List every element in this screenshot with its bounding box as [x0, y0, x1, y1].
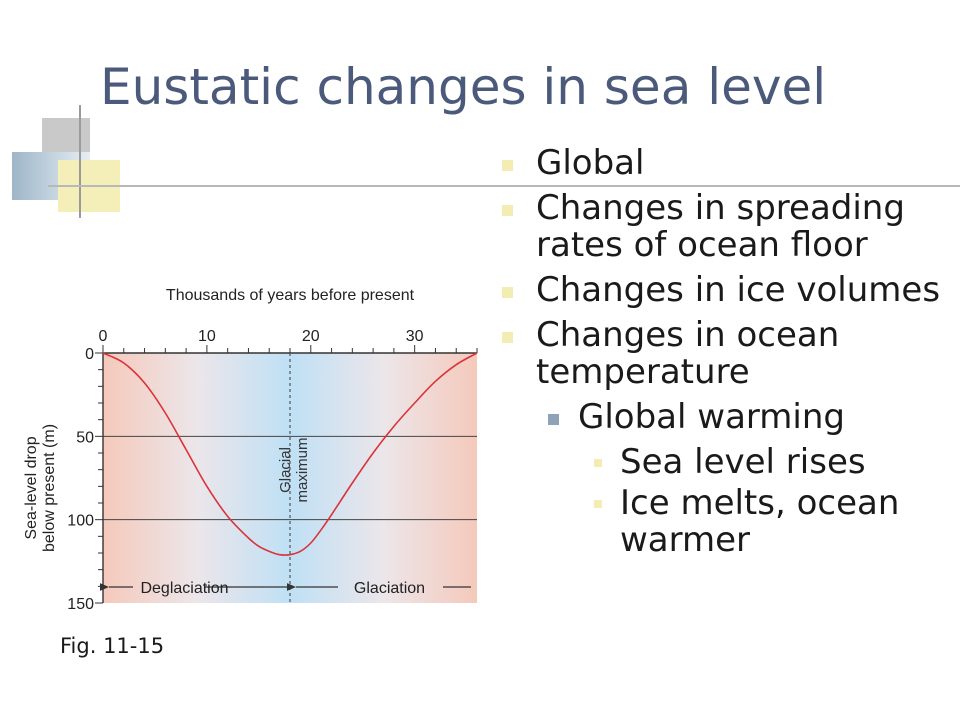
bullet-global-warming: Global warming — [498, 399, 958, 436]
y-tick-label-150: 150 — [67, 596, 94, 613]
bullet-global: Global — [498, 145, 958, 182]
x-tick-label-0: 0 — [99, 328, 108, 345]
glaciation-label: Glaciation — [354, 580, 425, 597]
plot-background — [103, 353, 477, 603]
x-tick-label-10: 10 — [198, 328, 216, 345]
bullet-sea-level-rises: Sea level rises — [498, 444, 958, 481]
bullet-ice-volumes: Changes in ice volumes — [498, 272, 958, 309]
bullet-ocean-temperature: Changes in ocean temperature — [498, 317, 958, 391]
sea-level-curve — [102, 352, 478, 556]
figure-caption: Fig. 11-15 — [60, 634, 165, 658]
title-underline — [48, 185, 960, 187]
bullet-spreading-rates: Changes in spreading rates of ocean floo… — [498, 190, 958, 264]
y-axis-label-line: below present (m) — [41, 424, 58, 552]
grid-lines — [103, 435, 477, 521]
chart-title: Thousands of years before present — [166, 287, 415, 304]
decor-vertical-line — [79, 105, 81, 218]
glacial-maximum-label: Glacialmaximum — [277, 437, 311, 502]
y-tick-label-0: 0 — [85, 346, 94, 363]
bullet-ice-melts: Ice melts, ocean warmer — [498, 485, 958, 559]
y-axis-label: Sea-level dropbelow present (m) — [23, 424, 58, 552]
tick-marks — [95, 345, 478, 604]
bullet-list: Global Changes in spreading rates of oce… — [498, 145, 958, 563]
y-tick-label-100: 100 — [67, 513, 94, 530]
glacial-maximum-label-line: maximum — [294, 437, 311, 502]
tick-labels: 0 10 20 30 0 50 100 150 — [67, 328, 423, 613]
sea-level-chart: 0 10 20 30 0 50 100 150 Glacialmaximum Deglacia… — [23, 287, 478, 613]
glacial-maximum-label-line: Glacial — [277, 447, 294, 493]
bottom-arrows: Deglaciation Glaciation — [99, 580, 471, 597]
x-tick-label-30: 30 — [406, 328, 424, 345]
y-axis-label-line: Sea-level drop — [23, 436, 40, 539]
x-tick-label-20: 20 — [302, 328, 320, 345]
y-tick-label-50: 50 — [76, 429, 94, 446]
deglaciation-label: Deglaciation — [140, 580, 228, 597]
slide-title: Eustatic changes in sea level — [100, 58, 827, 116]
